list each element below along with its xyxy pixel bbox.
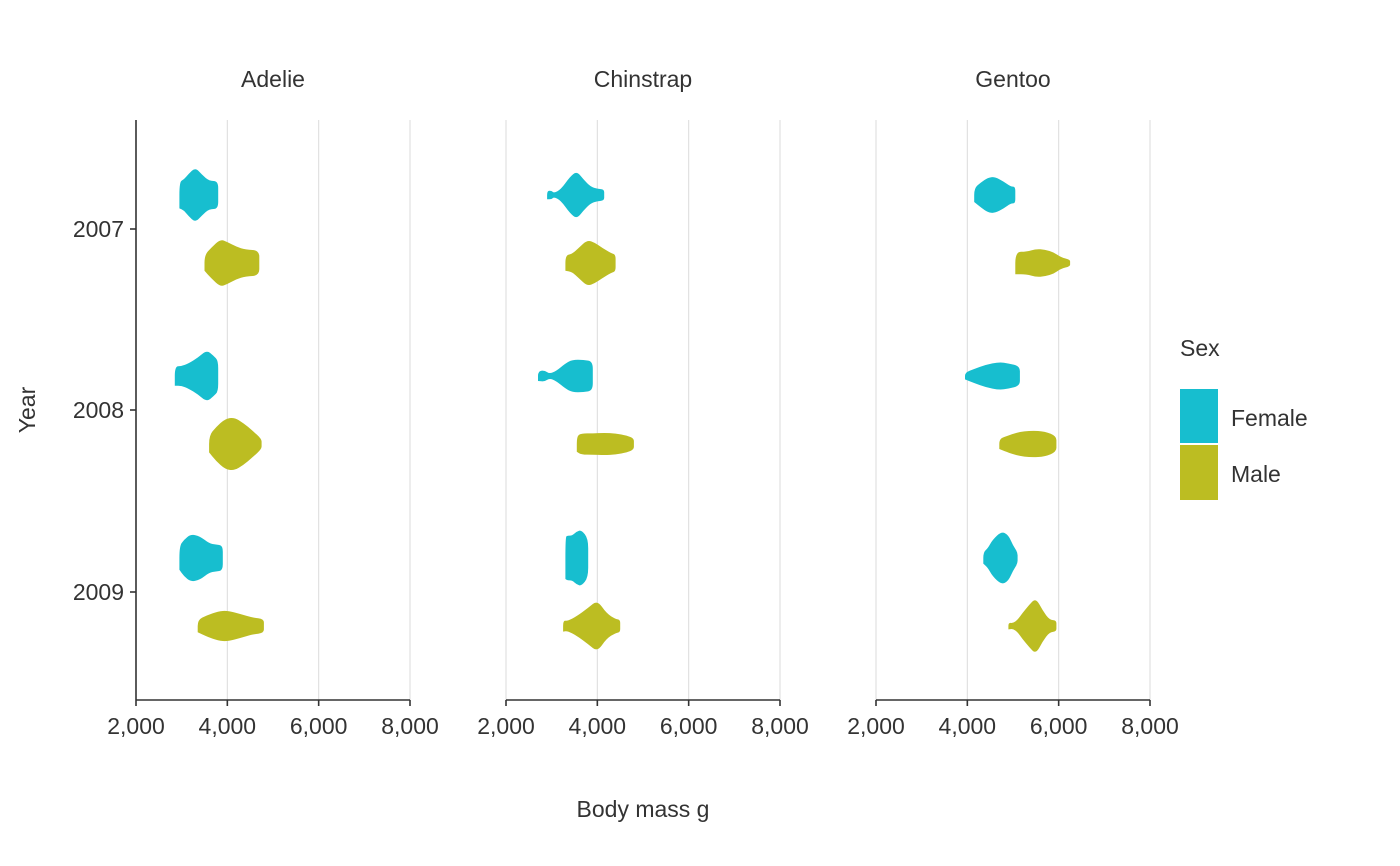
x-tick-label: 4,000 xyxy=(569,713,627,739)
x-tick-label: 6,000 xyxy=(1030,713,1088,739)
violin-chinstrap-2007-male xyxy=(565,241,616,285)
violin-chinstrap-2007-female xyxy=(547,172,605,218)
violin-chinstrap-2008-male xyxy=(576,432,634,456)
violin-chinstrap-2009-male xyxy=(563,602,621,650)
x-tick-label: 4,000 xyxy=(199,713,257,739)
violin-gentoo-2008-male xyxy=(999,430,1057,458)
facet-title: Chinstrap xyxy=(594,66,692,92)
x-tick-label: 8,000 xyxy=(381,713,439,739)
legend-label-female: Female xyxy=(1231,405,1308,431)
x-tick-label: 6,000 xyxy=(290,713,348,739)
facet-title: Gentoo xyxy=(975,66,1050,92)
facets-layer: Adelie 2,000 4,000 6,000 8,000 2007 2008 2009 Ch… xyxy=(73,66,1179,739)
x-tick-label: 8,000 xyxy=(1121,713,1179,739)
x-tick-label: 2,000 xyxy=(847,713,905,739)
violin-adelie-2007-female xyxy=(179,169,219,221)
violin-adelie-2008-male xyxy=(209,417,262,471)
legend: Sex Female Male xyxy=(1180,335,1308,500)
facet-title: Adelie xyxy=(241,66,305,92)
violin-adelie-2009-male xyxy=(197,610,264,642)
violin-gentoo-2008-female xyxy=(965,362,1020,390)
x-tick-label: 8,000 xyxy=(751,713,809,739)
facet-chinstrap: Chinstrap 2,000 4,000 6,000 8,000 xyxy=(477,66,809,739)
y-tick-label: 2009 xyxy=(73,579,124,605)
x-tick-label: 2,000 xyxy=(477,713,535,739)
legend-label-male: Male xyxy=(1231,461,1281,487)
violin-gentoo-2009-male xyxy=(1008,600,1057,652)
x-tick-label: 4,000 xyxy=(939,713,997,739)
violin-adelie-2007-male xyxy=(204,240,260,286)
legend-title: Sex xyxy=(1180,335,1220,361)
x-tick-label: 6,000 xyxy=(660,713,718,739)
y-tick-label: 2008 xyxy=(73,397,124,423)
violin-chinstrap-2008-female xyxy=(538,359,593,393)
x-tick-label: 2,000 xyxy=(107,713,165,739)
legend-key-male xyxy=(1180,445,1218,500)
legend-key-female xyxy=(1180,389,1218,443)
violin-gentoo-2007-male xyxy=(1015,249,1071,277)
violin-chinstrap-2009-female xyxy=(565,530,589,586)
violin-gentoo-2009-female xyxy=(983,532,1018,584)
facet-gentoo: Gentoo 2,000 4,000 6,000 8,000 xyxy=(847,66,1179,739)
y-axis-title: Year xyxy=(14,386,40,433)
violin-gentoo-2007-female xyxy=(974,177,1016,213)
y-tick-label: 2007 xyxy=(73,216,124,242)
violin-adelie-2009-female xyxy=(179,534,223,582)
violin-adelie-2008-female xyxy=(174,351,219,401)
facet-adelie: Adelie 2,000 4,000 6,000 8,000 2007 2008 2009 xyxy=(73,66,439,739)
x-axis-title: Body mass g xyxy=(577,796,710,822)
